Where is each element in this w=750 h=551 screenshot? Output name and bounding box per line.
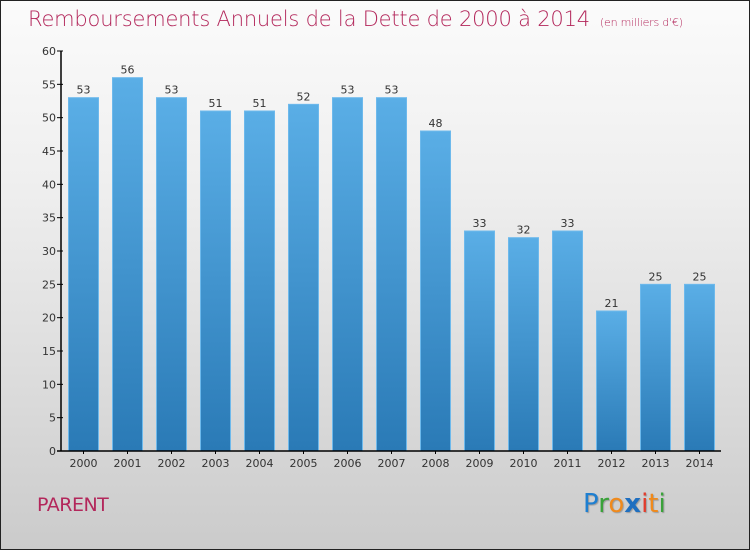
chart-title: Remboursements Annuels de la Dette de 20… (28, 7, 683, 31)
bar-2003 (200, 110, 231, 452)
y-tick-label-20: 20 (42, 312, 56, 325)
x-tick-label-2001: 2001 (114, 457, 142, 470)
bar-2009 (464, 230, 495, 452)
logo-letter-1: r (598, 489, 609, 519)
bar-2000 (68, 97, 99, 452)
value-label-2011: 33 (561, 217, 575, 230)
value-label-2003: 51 (209, 97, 223, 110)
x-tick-label-2006: 2006 (334, 457, 362, 470)
value-label-2007: 53 (385, 84, 399, 97)
x-tick-label-2011: 2011 (554, 457, 582, 470)
commune-name: PARENT (37, 494, 109, 516)
x-tick-label-2014: 2014 (686, 457, 714, 470)
bar-2012 (596, 310, 627, 452)
chart-subtitle: (en milliers d'€) (599, 16, 683, 29)
value-label-2013: 25 (649, 270, 663, 283)
value-label-2002: 53 (165, 84, 179, 97)
y-tick-label-60: 60 (42, 45, 56, 58)
x-tick-label-2007: 2007 (378, 457, 406, 470)
logo-letter-2: o (608, 489, 625, 519)
bar-2002 (156, 97, 187, 452)
logo-letter-6: i (658, 489, 666, 519)
logo-letter-4: i (641, 489, 649, 519)
y-tick-label-10: 10 (42, 378, 56, 391)
y-tick-label-25: 25 (42, 278, 56, 291)
bar-2010 (508, 237, 539, 452)
bar-2007 (376, 97, 407, 452)
logo-letter-3: x (624, 489, 642, 519)
x-tick-label-2000: 2000 (70, 457, 98, 470)
bar-2008 (420, 130, 451, 452)
y-tick-label-35: 35 (42, 212, 56, 225)
bar-2004 (244, 110, 275, 452)
bar-2006 (332, 97, 363, 452)
bar-2011 (552, 230, 583, 452)
x-tick-label-2008: 2008 (422, 457, 450, 470)
y-tick-label-50: 50 (42, 112, 56, 125)
y-tick-label-40: 40 (42, 178, 56, 191)
value-label-2001: 56 (121, 64, 135, 77)
x-axis: 2000 2001 2002 2003 2004 2005 2006 2007 2008 2009… (57, 450, 721, 470)
x-tick-label-2010: 2010 (510, 457, 538, 470)
logo-letter-5: t (648, 489, 659, 519)
value-label-2006: 53 (341, 84, 355, 97)
bar-2001 (112, 77, 143, 452)
y-tick-label-30: 30 (42, 245, 56, 258)
y-tick-label-0: 0 (49, 445, 56, 458)
title-text: Remboursements Annuels de la Dette de 20… (28, 7, 590, 31)
y-tick-label-15: 15 (42, 345, 56, 358)
value-label-2000: 53 (77, 84, 91, 97)
bars-group: 53 56 53 51 51 52 53 53 48 33 32 33 21 25 25 (68, 64, 715, 452)
proxiti-logo[interactable]: Proxiti (583, 489, 666, 519)
y-tick-label-5: 5 (49, 412, 56, 425)
y-tick-label-45: 45 (42, 145, 56, 158)
value-label-2009: 33 (473, 217, 487, 230)
bar-2013 (640, 283, 671, 452)
value-label-2004: 51 (253, 97, 267, 110)
value-label-2014: 25 (693, 270, 707, 283)
bar-2005 (288, 103, 319, 452)
value-label-2010: 32 (517, 224, 531, 237)
x-tick-label-2003: 2003 (202, 457, 230, 470)
bar-2014 (684, 283, 715, 452)
x-tick-label-2012: 2012 (598, 457, 626, 470)
x-tick-label-2002: 2002 (158, 457, 186, 470)
y-axis: 0 5 10 15 20 25 30 35 40 45 50 55 60 (42, 45, 63, 458)
x-tick-label-2005: 2005 (290, 457, 318, 470)
logo-letter-0: P (583, 489, 599, 519)
value-label-2005: 52 (297, 90, 311, 103)
x-tick-label-2004: 2004 (246, 457, 274, 470)
value-label-2008: 48 (429, 117, 443, 130)
value-label-2012: 21 (605, 297, 619, 310)
y-tick-label-55: 55 (42, 78, 56, 91)
x-tick-label-2013: 2013 (642, 457, 670, 470)
x-tick-label-2009: 2009 (466, 457, 494, 470)
